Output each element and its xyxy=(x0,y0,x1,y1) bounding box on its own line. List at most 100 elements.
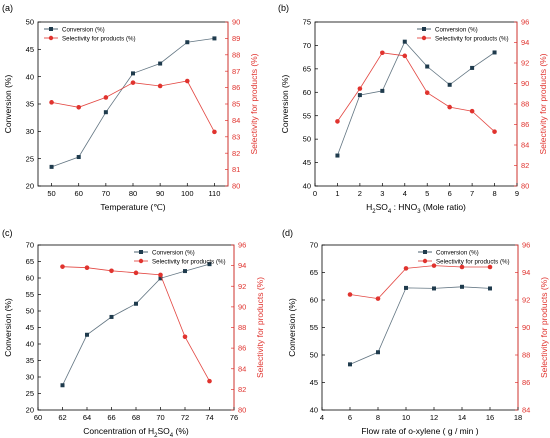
x-tick-label: 76 xyxy=(230,413,238,422)
selectivity-point xyxy=(133,270,139,276)
y-left-tick-label: 60 xyxy=(303,88,311,97)
conversion-point xyxy=(158,61,163,66)
conversion-point xyxy=(60,383,65,388)
y-left-axis-title: Conversion (%) xyxy=(280,75,290,134)
x-tick-label: 70 xyxy=(102,189,110,198)
selectivity-point xyxy=(212,129,217,135)
series-line-conversion xyxy=(62,263,210,386)
y-left-tick-label: 70 xyxy=(303,41,311,50)
chart-panel-2: (b)0 1 2 3 4 5 6 7 8 9404550556065707580828486889… xyxy=(278,3,548,215)
legend-circle-marker xyxy=(422,258,428,264)
y-left-tick-label: 45 xyxy=(310,378,318,387)
x-tick-label: 2 xyxy=(358,189,362,198)
x-tick-label: 66 xyxy=(107,413,115,422)
series-line-conversion xyxy=(51,38,215,168)
series-line-conversion xyxy=(337,40,495,156)
x-tick-label: 80 xyxy=(129,189,137,198)
y-right-tick-label: 89 xyxy=(232,34,240,43)
conversion-point xyxy=(85,332,89,337)
x-tick-label: 74 xyxy=(205,413,213,422)
plot-frame xyxy=(314,21,518,187)
y-left-tick-label: 25 xyxy=(26,389,34,398)
x-tick-label: 72 xyxy=(181,413,189,422)
conversion-point xyxy=(76,155,81,160)
y-left-tick-label: 45 xyxy=(303,158,311,167)
legend-label: Selectivity for products (%) xyxy=(435,35,509,42)
y-left-tick-label: 50 xyxy=(26,18,34,27)
y-right-tick-label: 82 xyxy=(521,161,529,170)
selectivity-point xyxy=(447,104,452,110)
y-right-tick-label: 80 xyxy=(521,182,529,191)
selectivity-point xyxy=(60,264,65,269)
plot-frame xyxy=(321,244,519,411)
selectivity-point xyxy=(431,263,437,268)
conversion-point xyxy=(207,262,212,267)
legend-label: Conversion (%) xyxy=(152,249,195,256)
x-tick-label: 68 xyxy=(132,413,140,422)
y-right-tick-label: 88 xyxy=(238,323,246,332)
x-tick-label: 64 xyxy=(83,413,91,422)
selectivity-point xyxy=(357,86,363,91)
y-left-tick-label: 45 xyxy=(26,45,34,54)
selectivity-point xyxy=(76,104,82,110)
chart-panel-3: (c) 60 62 64 66 68 70 72 74 76 20 25 30 35 40 45 50 55 60 6… xyxy=(2,228,265,438)
selectivity-point xyxy=(182,334,188,340)
y-left-tick-label: 20 xyxy=(26,406,34,415)
y-right-tick-label: 94 xyxy=(521,38,529,47)
conversion-point xyxy=(460,284,464,289)
selectivity-point xyxy=(207,378,212,384)
x-tick-label: 8 xyxy=(376,413,380,422)
x-tick-label: 18 xyxy=(514,413,522,422)
y-left-axis-title: Conversion (%) xyxy=(287,298,297,357)
panel-label: (d) xyxy=(282,228,293,238)
conversion-point xyxy=(131,71,135,76)
y-left-tick-label: 70 xyxy=(310,241,318,250)
panel-label: (a) xyxy=(2,3,13,13)
x-tick-label: 6 xyxy=(448,189,452,198)
legend-label: Selectivity for products (%) xyxy=(152,258,226,265)
selectivity-point xyxy=(158,272,163,278)
y-left-tick-label: 25 xyxy=(26,154,34,163)
conversion-point xyxy=(183,269,187,274)
chart-panel-1: (a) 50 60 70 80 90 100 110 20 25 30 35 40 45 50 80 81 82 8… xyxy=(2,3,259,212)
y-right-tick-label: 84 xyxy=(522,406,530,415)
y-left-tick-label: 30 xyxy=(26,373,34,382)
y-left-tick-label: 55 xyxy=(303,111,311,120)
y-right-tick-label: 88 xyxy=(232,50,240,59)
y-left-tick-label: 40 xyxy=(26,340,34,349)
x-tick-label: 6 xyxy=(348,413,352,422)
conversion-point xyxy=(109,314,114,319)
x-tick-label: 5 xyxy=(425,189,429,198)
y-left-tick-label: 40 xyxy=(303,182,311,191)
selectivity-point xyxy=(84,265,90,270)
y-right-tick-label: 92 xyxy=(238,282,246,291)
y-right-tick-label: 82 xyxy=(238,385,246,394)
y-right-tick-label: 90 xyxy=(232,18,240,27)
y-left-axis-title: Conversion (%) xyxy=(3,75,13,134)
selectivity-point xyxy=(402,53,408,59)
selectivity-point xyxy=(424,90,430,96)
y-left-tick-label: 30 xyxy=(26,127,34,136)
x-axis-title: Temperature (℃) xyxy=(100,202,165,212)
x-axis-title: H2SO4 : HNO3 (Mole ratio) xyxy=(366,202,466,215)
x-tick-label: 7 xyxy=(470,189,474,198)
y-right-tick-label: 96 xyxy=(522,241,530,250)
conversion-point xyxy=(103,110,108,115)
selectivity-point xyxy=(130,80,136,85)
y-right-tick-label: 84 xyxy=(238,364,246,373)
conversion-point xyxy=(404,285,408,290)
y-right-tick-label: 86 xyxy=(232,83,240,92)
panel-label: (b) xyxy=(278,3,289,13)
legend-square-marker xyxy=(49,27,53,31)
conversion-point xyxy=(432,286,436,291)
y-left-tick-label: 60 xyxy=(310,296,318,305)
y-right-axis-title: Selectivity for products (%) xyxy=(249,53,259,154)
x-axis-title: Concentration of H2SO4 (%) xyxy=(83,426,189,438)
x-tick-label: 16 xyxy=(486,413,494,422)
conversion-point xyxy=(158,276,163,281)
x-tick-label: 14 xyxy=(458,413,466,422)
y-right-tick-label: 80 xyxy=(232,182,240,191)
y-right-tick-label: 84 xyxy=(232,116,240,125)
y-right-tick-label: 80 xyxy=(238,406,246,415)
series-line-conversion xyxy=(349,286,491,365)
